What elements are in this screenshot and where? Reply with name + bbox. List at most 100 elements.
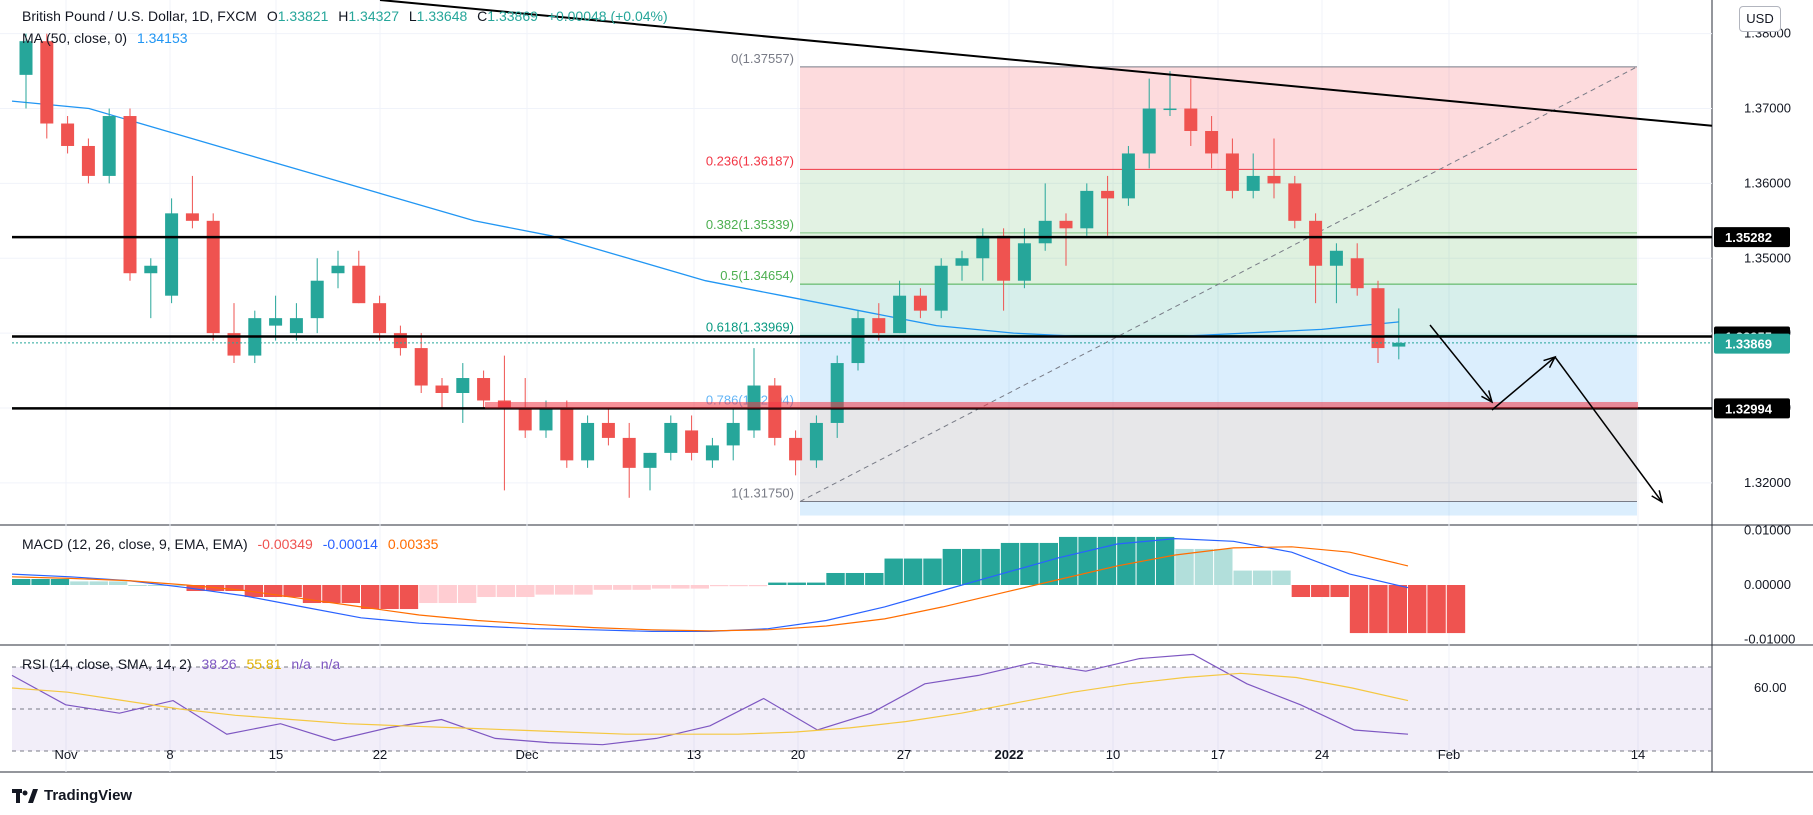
fib-level-label: 0.5(1.34654) [720,268,794,283]
candle-body [1205,131,1219,154]
candle-body [123,116,137,274]
candle-body [1101,190,1115,199]
candle-body [705,445,719,461]
candle-body [1121,153,1135,199]
macd-histogram-bar [186,585,205,592]
macd-histogram-bar [361,585,380,610]
projection-arrow [1491,356,1556,411]
rsi-tick-label: 60.00 [1754,680,1787,695]
change-value: +0.00048 (+0.04%) [547,8,668,24]
candle-body [1038,220,1052,244]
time-tick-label: 20 [791,747,805,762]
macd-histogram-bar [1078,536,1097,585]
price-tick-label: 1.37000 [1744,101,1791,116]
macd-tick-label: 0.01000 [1744,522,1791,537]
macd-histogram-bar [1117,536,1136,585]
fibonacci-retracement[interactable]: 0(1.37557) 0.236(1.36187) 0.382(1.35339) 0.… [706,51,1638,516]
low-label: L [408,8,417,24]
time-tick-label: 8 [166,747,173,762]
high-value: 1.34327 [348,8,399,24]
candle-body [1350,258,1364,289]
time-tick-label: 13 [687,747,701,762]
chart-panes [0,0,1813,773]
candle-body [809,422,823,461]
last-price-badge-bg [1714,333,1790,354]
candle-body [1267,175,1281,184]
candle-body [310,280,324,319]
candle-body [581,422,595,461]
price-axis[interactable]: 1.380001.370001.360001.350001.340001.330… [1714,26,1795,695]
macd-tick-label: 0.00000 [1744,577,1791,592]
macd-histogram-bar [496,585,516,598]
rsi-ma-line [11,672,1409,735]
macd-histogram-bar [768,582,787,585]
candle-body [269,318,283,326]
projection-arrow-head [1651,490,1664,504]
macd-histogram-bar [70,581,89,585]
macd-histogram-bar [1000,542,1020,585]
candle-body [456,378,470,393]
price-tick-label: 1.36000 [1744,175,1791,190]
candle-body [373,303,387,334]
rsi-na-1: n/a [291,656,311,672]
descending-trendline [379,0,1713,127]
time-axis[interactable]: Nov 8 15 22 Dec 13 20 27 2022 10 17 24 Feb 14 [54,747,1645,762]
candle-body [601,422,615,438]
candle-body [643,452,657,468]
projection-arrow [1429,324,1493,403]
macd-histogram-bar [1272,570,1291,585]
macd-histogram-bar [128,585,147,586]
projection-arrow-head [1481,390,1494,404]
macd-histogram-bar [1175,548,1194,585]
candle-body [1017,243,1031,281]
time-tick-label: Feb [1438,747,1460,762]
candle-body [102,116,116,176]
ma-value: 1.34153 [136,30,188,46]
candle-body [560,407,574,461]
candle-body [955,258,969,266]
macd-histogram-bar [1233,570,1252,585]
candle-body [789,437,803,461]
candle-body [1059,220,1073,229]
candle-body [726,422,740,446]
hline-price-badge: 1.35282 [1725,230,1772,245]
candle-body [1288,183,1302,221]
time-tick-label: 22 [373,747,387,762]
ma-legend: MA (50, close, 0) 1.34153 [22,30,194,46]
macd-histogram-bar [1020,542,1039,585]
macd-histogram-bar [1155,536,1175,585]
macd-histogram-bar [535,585,554,595]
time-tick-label: 14 [1631,747,1645,762]
macd-histogram-bar [884,558,903,585]
candle-body [1371,288,1385,349]
tradingview-brand[interactable]: TradingView [12,787,132,804]
fib-level-label: 0.618(1.33969) [706,319,794,334]
candle-body [289,318,303,334]
symbol-legend: British Pound / U.S. Dollar, 1D, FXCM O1… [22,8,674,24]
candle-body [997,235,1011,281]
macd-histogram-bar [457,585,477,604]
macd-histogram-bar [516,585,535,598]
last-price-badge: 1.33869 [1725,337,1772,352]
macd-histogram-bar [865,572,884,585]
macd-histogram-bar [710,585,729,587]
candle-body [913,295,927,311]
macd-histogram-bar [244,585,264,598]
time-tick-label: 24 [1315,747,1329,762]
currency-button[interactable]: USD [1739,6,1781,32]
time-tick-label: Dec [515,747,539,762]
hline-price-badge-bg [1714,227,1790,248]
fib-zone-band [800,501,1637,516]
macd-histogram-bar [593,585,613,590]
trend-drawings[interactable] [12,0,1713,504]
candle-body [414,348,428,386]
macd-histogram-bar [438,585,457,604]
candle-body [1225,153,1239,191]
candle-body [872,318,886,334]
macd-histogram-bar [1039,542,1058,585]
macd-histogram-bar [225,585,244,592]
candle-body [1163,108,1177,111]
macd-histogram-bar [1408,585,1427,634]
high-label: H [338,8,349,24]
